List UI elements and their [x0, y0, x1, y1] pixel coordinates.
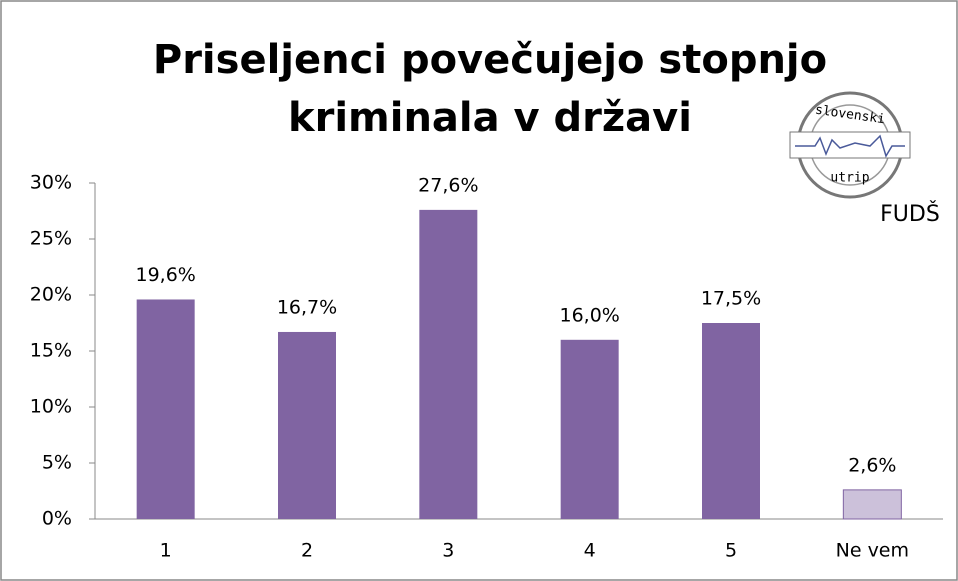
bar: [702, 323, 760, 519]
x-tick-label: 5: [725, 540, 737, 562]
x-tick-label: Ne vem: [836, 540, 909, 562]
logo-org: FUDŠ: [880, 201, 940, 227]
bar: [842, 489, 902, 520]
x-tick-label: 1: [160, 540, 172, 562]
x-tick-label: 4: [584, 540, 596, 562]
chart-title-line: Priseljenci povečujejo stopnjo: [153, 37, 827, 83]
y-tick-label: 0%: [42, 508, 72, 530]
bar: [278, 331, 336, 519]
bar: [419, 209, 478, 519]
y-tick-label: 25%: [30, 228, 72, 250]
y-tick-label: 10%: [30, 396, 72, 418]
x-tick-label: 2: [301, 540, 313, 562]
logo: slovenski utrip FUDŠ: [789, 91, 940, 227]
y-tick-label: 5%: [42, 452, 72, 474]
data-label: 27,6%: [418, 174, 478, 196]
y-tick-label: 30%: [30, 172, 72, 194]
data-label: 16,0%: [559, 304, 619, 326]
data-label: 2,6%: [848, 454, 896, 476]
bar: [136, 299, 195, 519]
data-label: 19,6%: [135, 264, 195, 286]
data-label: 17,5%: [701, 288, 761, 310]
chart-title-line: kriminala v državi: [288, 95, 692, 141]
data-label: 16,7%: [277, 296, 337, 318]
logo-pulse: [795, 134, 905, 158]
x-tick-label: 3: [442, 540, 454, 562]
bar: [560, 339, 619, 519]
logo-text: utrip: [830, 171, 869, 186]
y-tick-label: 20%: [30, 284, 72, 306]
y-tick-label: 15%: [30, 340, 72, 362]
